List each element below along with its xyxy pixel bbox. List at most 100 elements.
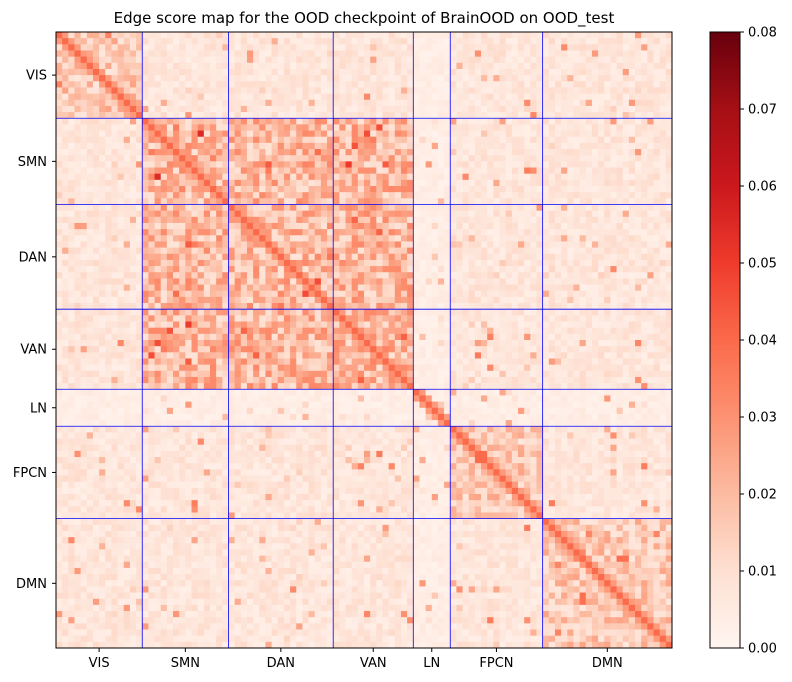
heatmap-cell bbox=[216, 309, 223, 316]
heatmap-cell bbox=[585, 68, 593, 76]
heatmap-cell bbox=[561, 32, 568, 39]
heatmap-cell bbox=[148, 124, 155, 131]
heatmap-cell bbox=[622, 204, 630, 211]
heatmap-cell bbox=[351, 186, 359, 193]
heatmap-cell bbox=[314, 93, 322, 101]
heatmap-cell bbox=[111, 192, 118, 199]
heatmap-cell bbox=[659, 149, 667, 156]
heatmap-cell bbox=[382, 204, 389, 211]
heatmap-cell bbox=[542, 198, 550, 205]
heatmap-cell bbox=[641, 216, 648, 224]
heatmap-cell bbox=[622, 284, 630, 292]
heatmap-cell bbox=[123, 142, 131, 150]
heatmap-cell bbox=[105, 173, 112, 181]
heatmap-cell bbox=[357, 75, 365, 82]
heatmap-cell bbox=[271, 118, 279, 125]
heatmap-cell bbox=[419, 155, 426, 162]
heatmap-cell bbox=[271, 278, 279, 285]
heatmap-cell bbox=[493, 161, 500, 168]
heatmap-cell bbox=[296, 253, 303, 261]
heatmap-cell bbox=[659, 118, 667, 125]
heatmap-cell bbox=[56, 56, 63, 64]
heatmap-cell bbox=[351, 167, 359, 175]
heatmap-cell bbox=[622, 167, 630, 175]
heatmap-cell bbox=[74, 173, 81, 181]
heatmap-cell bbox=[283, 222, 291, 230]
heatmap-cell bbox=[518, 68, 525, 76]
heatmap-cell bbox=[351, 315, 359, 322]
heatmap-cell bbox=[524, 235, 531, 242]
heatmap-cell bbox=[240, 296, 248, 304]
heatmap-cell bbox=[265, 272, 272, 279]
heatmap-cell bbox=[265, 99, 272, 107]
heatmap-cell bbox=[142, 112, 149, 119]
heatmap-cell bbox=[474, 259, 482, 267]
heatmap-cell bbox=[530, 290, 537, 298]
heatmap-cell bbox=[653, 186, 661, 193]
heatmap-cell bbox=[105, 192, 112, 199]
heatmap-cell bbox=[56, 62, 63, 70]
heatmap-cell bbox=[246, 259, 254, 267]
heatmap-cell bbox=[573, 149, 580, 156]
heatmap-cell bbox=[148, 204, 155, 211]
heatmap-cell bbox=[56, 216, 63, 224]
heatmap-cell bbox=[610, 216, 617, 224]
heatmap-cell bbox=[259, 161, 266, 168]
heatmap-cell bbox=[105, 68, 112, 76]
heatmap-cell bbox=[74, 161, 81, 168]
heatmap-cell bbox=[622, 198, 630, 205]
heatmap-cell bbox=[308, 315, 316, 322]
heatmap-cell bbox=[370, 167, 377, 175]
heatmap-cell bbox=[56, 321, 63, 329]
heatmap-cell bbox=[616, 192, 624, 199]
heatmap-cell bbox=[327, 272, 334, 279]
heatmap-cell bbox=[610, 204, 617, 211]
heatmap-cell bbox=[481, 50, 488, 57]
heatmap-cell bbox=[665, 81, 673, 88]
heatmap-cell bbox=[444, 198, 451, 205]
heatmap-cell bbox=[388, 296, 396, 304]
heatmap-cell bbox=[308, 290, 316, 298]
heatmap-cell bbox=[111, 142, 118, 150]
heatmap-cell bbox=[616, 87, 624, 94]
heatmap-cell bbox=[573, 284, 580, 292]
heatmap-cell bbox=[308, 272, 316, 279]
heatmap-cell bbox=[166, 118, 174, 125]
heatmap-cell bbox=[154, 290, 162, 298]
heatmap-cell bbox=[585, 62, 593, 70]
heatmap-cell bbox=[419, 309, 426, 316]
heatmap-cell bbox=[320, 284, 328, 292]
heatmap-cell bbox=[364, 229, 371, 236]
heatmap-cell bbox=[524, 186, 531, 193]
heatmap-cell bbox=[493, 222, 500, 230]
heatmap-cell bbox=[499, 38, 507, 45]
heatmap-cell bbox=[62, 44, 69, 51]
heatmap-cell bbox=[462, 204, 470, 211]
heatmap-cell bbox=[210, 333, 217, 341]
heatmap-cell bbox=[481, 167, 488, 175]
heatmap-cell bbox=[493, 118, 500, 125]
heatmap-cell bbox=[314, 198, 322, 205]
heatmap-cell bbox=[382, 50, 389, 57]
heatmap-cell bbox=[610, 136, 617, 144]
heatmap-cell bbox=[573, 167, 580, 175]
heatmap-cell bbox=[573, 155, 580, 162]
heatmap-cell bbox=[246, 56, 254, 64]
heatmap-cell bbox=[148, 173, 155, 181]
heatmap-cell bbox=[246, 161, 254, 168]
heatmap-cell bbox=[253, 155, 260, 162]
heatmap-cell bbox=[197, 118, 205, 125]
heatmap-cell bbox=[142, 81, 149, 88]
heatmap-cell bbox=[240, 192, 248, 199]
heatmap-cell bbox=[240, 124, 248, 131]
heatmap-cell bbox=[394, 124, 402, 131]
heatmap-cell bbox=[370, 229, 377, 236]
heatmap-cell bbox=[314, 81, 322, 88]
heatmap-cell bbox=[86, 118, 94, 125]
heatmap-cell bbox=[400, 173, 408, 181]
heatmap-cell bbox=[129, 247, 137, 255]
heatmap-cell bbox=[431, 333, 439, 341]
heatmap-cell bbox=[142, 179, 149, 187]
heatmap-cell bbox=[308, 278, 316, 285]
heatmap-cell bbox=[351, 155, 359, 162]
